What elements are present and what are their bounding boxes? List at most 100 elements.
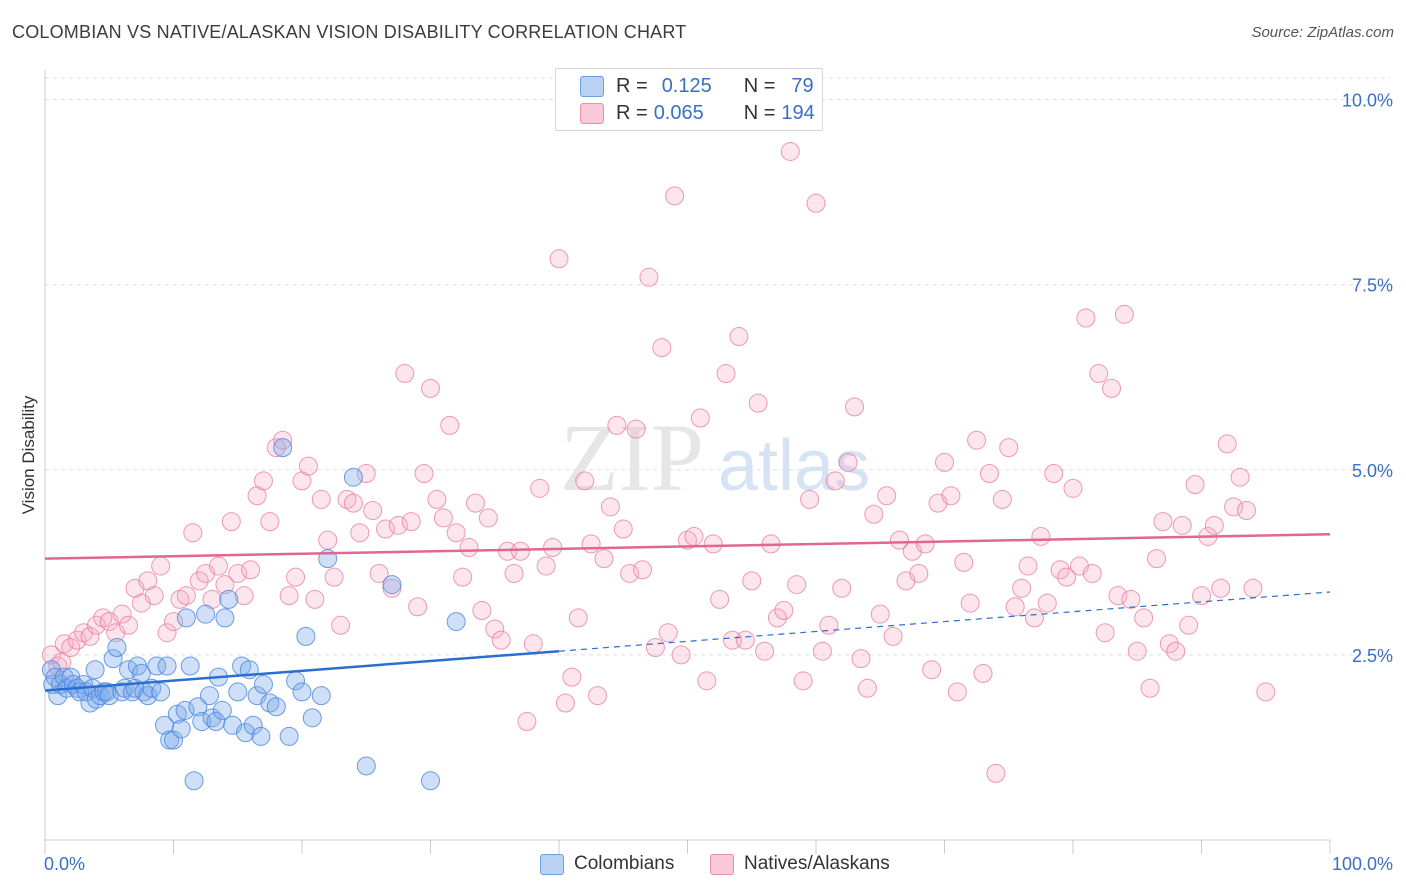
colombians-point bbox=[215, 608, 235, 628]
natives-point bbox=[684, 526, 704, 546]
natives-point bbox=[979, 464, 999, 484]
colombians-point bbox=[382, 575, 402, 595]
natives-point bbox=[1044, 464, 1064, 484]
natives-point bbox=[1204, 515, 1224, 535]
natives-point bbox=[331, 615, 351, 635]
natives-point bbox=[1031, 526, 1051, 546]
colombians-point bbox=[421, 771, 440, 791]
natives-point bbox=[645, 638, 665, 657]
natives-point bbox=[665, 186, 685, 206]
natives-point bbox=[273, 430, 293, 450]
x-tick-label-end: 100.0% bbox=[1332, 854, 1393, 874]
natives-point bbox=[298, 456, 318, 476]
natives-point bbox=[742, 571, 762, 591]
natives-point bbox=[806, 193, 826, 213]
legend-r-value: 0.125 bbox=[661, 74, 712, 97]
colombians-point bbox=[212, 700, 232, 720]
natives-point bbox=[1153, 512, 1173, 532]
natives-point bbox=[388, 515, 408, 535]
natives-point bbox=[825, 471, 845, 491]
natives-point bbox=[453, 567, 473, 587]
legend-r-label: R = bbox=[616, 101, 648, 124]
natives-point bbox=[363, 501, 383, 521]
natives-point bbox=[922, 660, 942, 680]
bottom-legend-swatch-pink bbox=[710, 853, 734, 875]
natives-point bbox=[568, 608, 588, 628]
natives-point bbox=[716, 364, 736, 384]
natives-point bbox=[909, 563, 929, 583]
natives-point bbox=[703, 534, 723, 554]
natives-point bbox=[780, 141, 800, 161]
natives-point bbox=[1140, 678, 1160, 698]
natives-point bbox=[633, 560, 653, 580]
natives-point bbox=[967, 430, 987, 450]
natives-point bbox=[465, 493, 485, 513]
colombians-point bbox=[279, 726, 299, 746]
legend-swatch-pink bbox=[580, 102, 604, 124]
natives-point bbox=[575, 471, 595, 491]
natives-point bbox=[176, 586, 196, 606]
natives-point bbox=[41, 645, 61, 665]
natives-point bbox=[992, 489, 1012, 509]
natives-point bbox=[1256, 682, 1276, 702]
natives-point bbox=[690, 408, 710, 428]
natives-point bbox=[318, 530, 338, 550]
natives-point bbox=[812, 641, 832, 661]
colombians-point bbox=[85, 660, 105, 680]
natives-point bbox=[164, 612, 183, 632]
natives-point bbox=[877, 486, 897, 506]
natives-point bbox=[260, 512, 280, 532]
bottom-legend-label: Colombians bbox=[574, 853, 675, 874]
legend-n-label: N = bbox=[743, 74, 776, 97]
natives-point bbox=[485, 619, 505, 639]
y-tick-label: 10.0% bbox=[1342, 91, 1393, 111]
natives-point bbox=[793, 671, 813, 691]
natives-point bbox=[80, 626, 100, 646]
natives-point bbox=[54, 634, 74, 654]
natives-point bbox=[228, 563, 248, 583]
colombians-point bbox=[343, 467, 363, 487]
colombians-point bbox=[273, 438, 293, 458]
natives-point bbox=[1050, 560, 1070, 580]
colombians-point bbox=[292, 682, 312, 702]
chart-title: COLOMBIAN VS NATIVE/ALASKAN VISION DISAB… bbox=[12, 22, 687, 42]
colombians-point bbox=[97, 682, 117, 702]
natives-point bbox=[1037, 593, 1057, 613]
natives-point bbox=[305, 589, 325, 609]
y-tick-label: 5.0% bbox=[1352, 461, 1393, 481]
natives-point bbox=[369, 563, 389, 583]
natives-point bbox=[1243, 578, 1263, 598]
natives-point bbox=[151, 556, 171, 576]
natives-point bbox=[800, 489, 820, 509]
watermark-atlas: atlas bbox=[718, 426, 870, 506]
colombians-trend-extension bbox=[558, 591, 1331, 652]
natives-point bbox=[1172, 515, 1192, 535]
colombians-point bbox=[311, 686, 331, 706]
natives-point bbox=[1114, 304, 1134, 324]
colombians-trend-line bbox=[44, 649, 560, 692]
natives-point bbox=[183, 523, 203, 543]
natives-point bbox=[1018, 556, 1038, 576]
colombians-point bbox=[107, 638, 127, 657]
natives-point bbox=[472, 600, 492, 620]
natives-point bbox=[620, 563, 640, 583]
natives-point bbox=[446, 523, 466, 543]
colombians-point bbox=[356, 756, 376, 776]
natives-point bbox=[208, 556, 228, 576]
colombians-point bbox=[171, 719, 191, 739]
bottom-legend-natives: Natives/Alaskans bbox=[710, 851, 890, 877]
natives-point bbox=[350, 523, 370, 543]
natives-point bbox=[1121, 589, 1141, 609]
natives-point bbox=[286, 567, 306, 587]
x-tick-label-start: 0.0% bbox=[44, 854, 85, 874]
natives-point bbox=[157, 623, 177, 643]
natives-point bbox=[1095, 623, 1115, 643]
natives-point bbox=[337, 489, 357, 509]
natives-point bbox=[1082, 563, 1102, 583]
colombians-point bbox=[86, 689, 106, 709]
legend-row-natives: R = 0.065 N = 194 bbox=[580, 101, 815, 125]
natives-trend-line bbox=[44, 532, 1331, 560]
legend-r-label: R = bbox=[616, 74, 648, 97]
natives-point bbox=[1166, 641, 1186, 661]
